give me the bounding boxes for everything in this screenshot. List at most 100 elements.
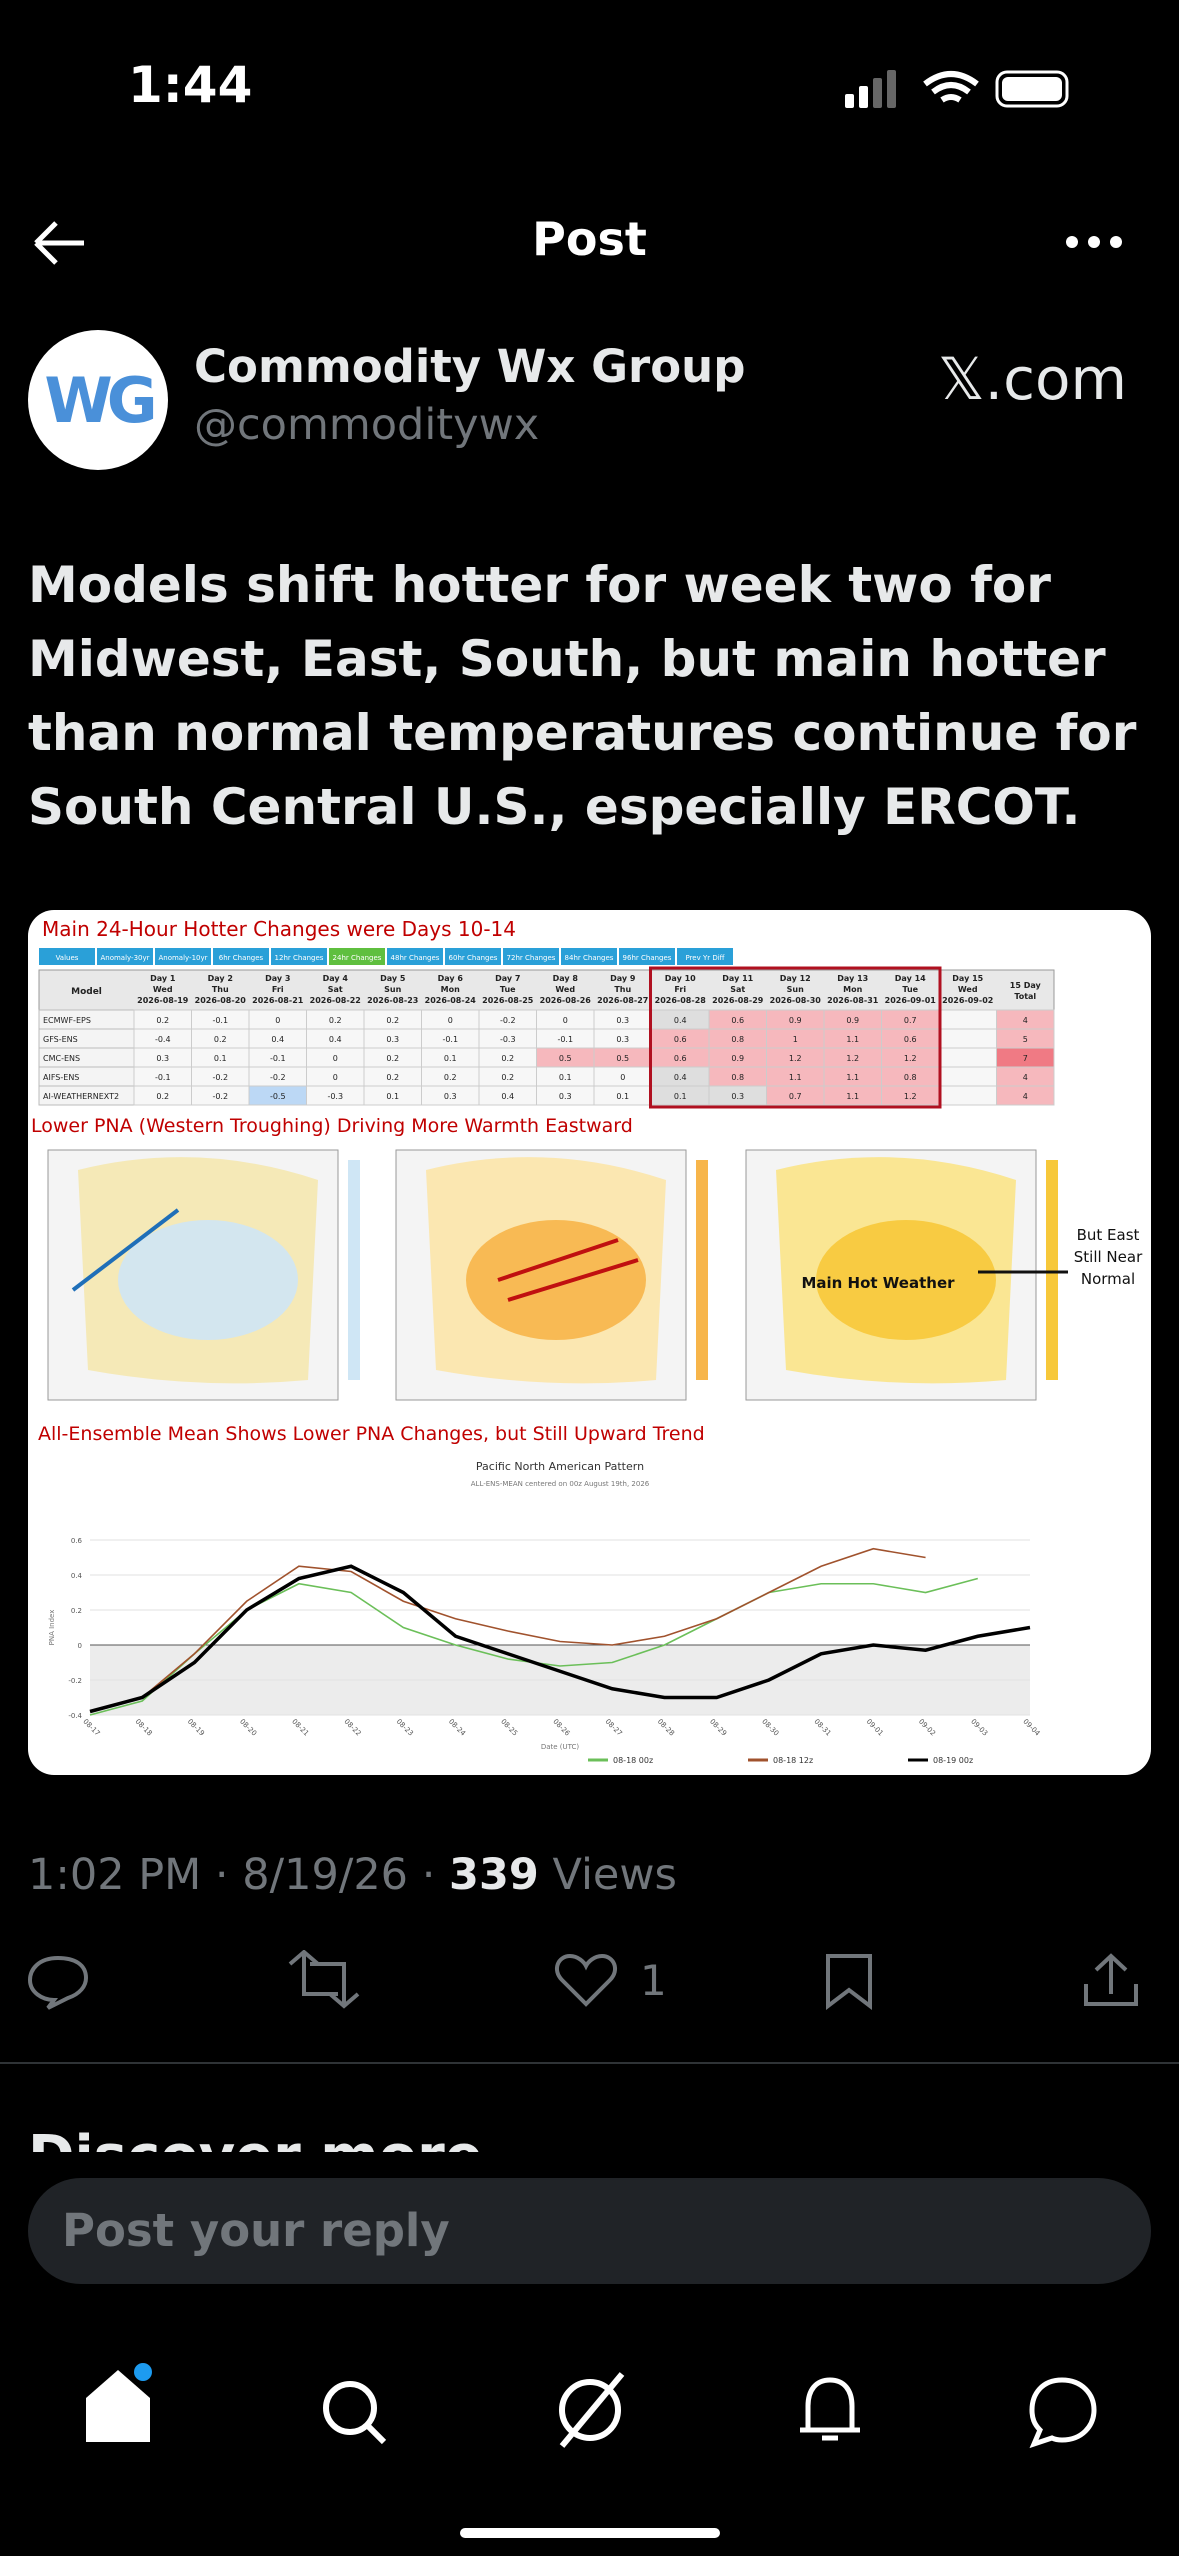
cell-value: -0.1 (270, 1054, 286, 1063)
post-image[interactable]: Main 24-Hour Hotter Changes were Days 10… (28, 910, 1151, 1775)
author-handle[interactable]: @commoditywx (194, 400, 540, 450)
series-line (89, 1564, 1031, 1714)
cell-value: 0.6 (904, 1035, 917, 1044)
like-button[interactable] (554, 1953, 618, 2007)
cell-value: 0.6 (731, 1016, 744, 1025)
tab (503, 948, 559, 965)
reply-button[interactable] (28, 1955, 89, 2010)
header-title: Post (532, 212, 647, 266)
cell-value: 1.1 (846, 1035, 859, 1044)
cell-value: 0.2 (156, 1016, 169, 1025)
legend-label: 08-18 12z (773, 1756, 813, 1765)
reply-box[interactable] (28, 2178, 1151, 2284)
tab-label: 96hr Changes (623, 954, 672, 962)
cell-value: 0 (333, 1073, 338, 1082)
cell-value: 0 (563, 1016, 568, 1025)
nav-grok[interactable] (559, 2372, 625, 2448)
maps-title: Lower PNA (Western Troughing) Driving Mo… (31, 1115, 633, 1137)
cell-value: 0.8 (731, 1035, 744, 1044)
nav-messages[interactable] (1029, 2377, 1097, 2449)
nav-home[interactable] (86, 2363, 152, 2442)
nav-search[interactable] (323, 2381, 387, 2445)
y-tick-label: -0.2 (68, 1677, 82, 1685)
cell-value: 0.3 (444, 1092, 457, 1101)
total-value: 7 (1023, 1054, 1028, 1063)
column-header: Wed (958, 985, 978, 994)
column-header: 2026-08-27 (597, 996, 648, 1005)
action-bar (28, 1950, 1138, 2010)
chart-subtitle: ALL-ENS-MEAN centered on 00z August 19th… (471, 1480, 650, 1488)
repost-button[interactable] (288, 1950, 360, 2009)
column-header: Day 14 (895, 974, 926, 983)
tab (39, 948, 95, 965)
map-blob (118, 1220, 298, 1340)
cell-value: 0.4 (329, 1035, 342, 1044)
cell-value: 1.1 (846, 1073, 859, 1082)
x-tick-label: 09-02 (917, 1718, 937, 1738)
cell-value: 0.1 (674, 1092, 687, 1101)
tab (387, 948, 443, 965)
total-header: 15 Day Total (1010, 981, 1042, 1001)
cell-empty (938, 1085, 997, 1106)
source: 𝕏.com (937, 345, 1127, 413)
tab-label: Anomaly-30yr (100, 954, 149, 962)
cell-value: 0.2 (329, 1016, 342, 1025)
model-name: ECMWF-EPS (43, 1016, 91, 1025)
x-tick-label: 08-21 (290, 1718, 310, 1738)
tab-label: Prev Yr Diff (685, 954, 724, 962)
back-button[interactable] (30, 218, 90, 268)
map-blob (816, 1220, 996, 1340)
timestamp: 1:02 PM · 8/19/26 · (28, 1850, 450, 1900)
column-header: Day 3 (265, 974, 290, 983)
column-header: Tue (902, 985, 918, 994)
y-tick-label: 0.2 (71, 1607, 82, 1615)
highlight-box (649, 966, 942, 1109)
column-header: 2026-08-26 (540, 996, 592, 1005)
more-button[interactable] (1064, 232, 1124, 252)
column-header: Mon (843, 985, 862, 994)
cell-value: 0.2 (156, 1092, 169, 1101)
total-value: 4 (1023, 1092, 1028, 1101)
cell-value: 0.5 (616, 1054, 629, 1063)
column-header: Day 9 (610, 974, 636, 983)
cell-value: 0.2 (214, 1035, 227, 1044)
cell-value: 0.8 (731, 1073, 744, 1082)
y-tick-label: 0.4 (71, 1572, 83, 1580)
legend-label: 08-19 00z (933, 1756, 973, 1765)
cell-value: 0.4 (271, 1035, 284, 1044)
tab-label: 72hr Changes (507, 954, 556, 962)
column-header: Sun (787, 985, 804, 994)
cell-value: 1.2 (904, 1092, 917, 1101)
column-header: 2026-08-28 (655, 996, 707, 1005)
x-tick-label: 08-28 (656, 1718, 676, 1738)
author-name[interactable]: Commodity Wx Group (194, 340, 746, 393)
avatar[interactable]: WG (28, 330, 168, 470)
x-tick-label: 08-19 (186, 1718, 206, 1738)
post-text: Models shift hotter for week two for Mid… (28, 556, 1137, 836)
share-button[interactable] (1084, 1953, 1138, 2006)
bookmark-button[interactable] (826, 1954, 872, 2010)
column-header: 2026-08-25 (482, 996, 534, 1005)
cell-value: 0.3 (616, 1035, 629, 1044)
total-value: 5 (1023, 1035, 1028, 1044)
x-tick-label: 08-23 (395, 1718, 415, 1738)
cell-value: 0.2 (386, 1054, 399, 1063)
column-header: Mon (441, 985, 460, 994)
tab (155, 948, 211, 965)
cell-value: 0.2 (501, 1073, 514, 1082)
model-name: AIFS-ENS (43, 1073, 79, 1082)
column-header: Day 4 (323, 974, 349, 983)
column-header: 2026-09-02 (942, 996, 993, 1005)
cell-value: 0.5 (559, 1054, 572, 1063)
cell-value: 0.6 (674, 1035, 687, 1044)
nav-notifications[interactable] (800, 2377, 860, 2441)
model-name: CMC-ENS (43, 1054, 80, 1063)
cell-value: 0.2 (444, 1073, 457, 1082)
cell-value: 0.8 (904, 1073, 917, 1082)
cell-value: -0.2 (212, 1092, 228, 1101)
cell-value: 1.2 (904, 1054, 917, 1063)
tab (677, 948, 733, 965)
column-header: Day 5 (380, 974, 406, 983)
model-name: AI-WEATHERNEXT2 (43, 1092, 119, 1101)
tab (271, 948, 327, 965)
